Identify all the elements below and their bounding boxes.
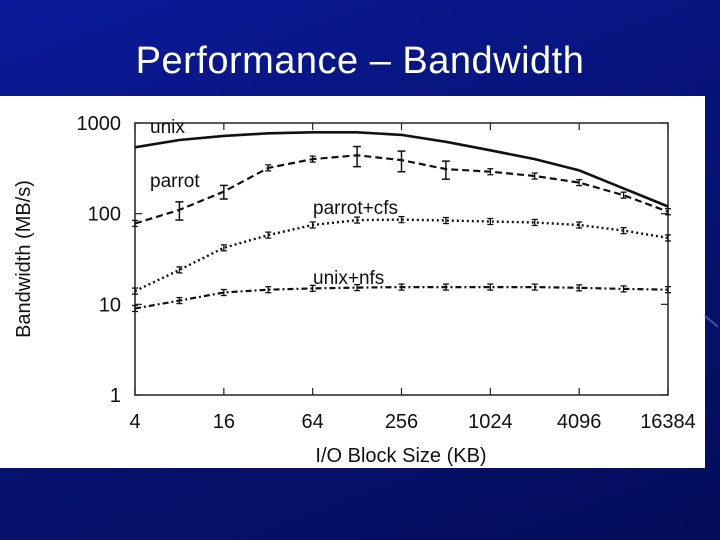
x-axis-label: I/O Block Size (KB) bbox=[315, 445, 486, 467]
x-tick-label: 4 bbox=[129, 411, 140, 433]
y-tick-label: 1 bbox=[110, 385, 121, 407]
x-tick-label: 16 bbox=[213, 411, 235, 433]
series-line-0 bbox=[134, 131, 669, 208]
x-tick-label: 1024 bbox=[468, 411, 513, 433]
x-tick-label: 4096 bbox=[557, 411, 602, 433]
y-axis-label: Bandwidth (MB/s) bbox=[13, 180, 35, 338]
slide-title: Performance – Bandwidth bbox=[135, 40, 585, 82]
y-tick-label: 1000 bbox=[77, 113, 122, 135]
chart-panel bbox=[0, 96, 705, 468]
y-tick-label: 10 bbox=[99, 294, 121, 316]
label-unix-nfs: unix+nfs bbox=[313, 268, 384, 289]
label-parrot-cfs: parrot+cfs bbox=[313, 198, 398, 219]
series-line-2 bbox=[134, 218, 669, 293]
label-parrot: parrot bbox=[150, 171, 200, 192]
x-tick-label: 16384 bbox=[640, 411, 696, 433]
x-tick-label: 256 bbox=[385, 411, 418, 433]
y-tick-label: 100 bbox=[88, 204, 121, 226]
label-unix: unix bbox=[150, 117, 185, 138]
x-tick-label: 64 bbox=[302, 411, 324, 433]
